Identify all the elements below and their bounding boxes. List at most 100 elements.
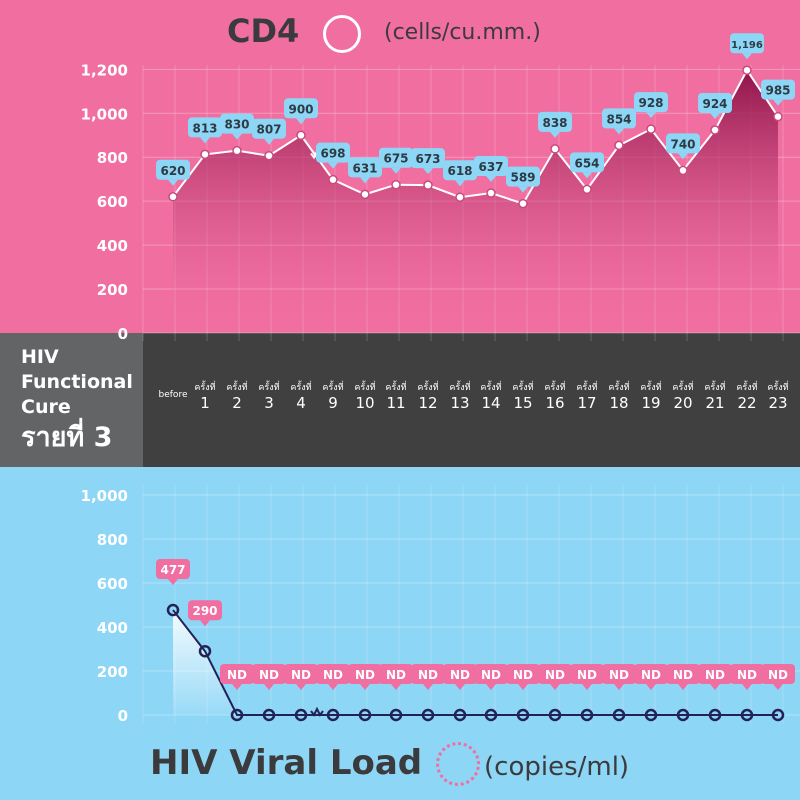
data-label-bg (538, 111, 572, 132)
x-tick-label: ครั้งที่ 16 (538, 380, 572, 412)
data-point (580, 708, 594, 722)
data-label: 290 (188, 600, 222, 627)
data-label-pointer (614, 684, 624, 690)
data-point (771, 708, 785, 722)
data-label-text: ND (323, 668, 343, 682)
data-label-text: 985 (765, 84, 790, 98)
x-tick-label: ครั้งที่ 23 (761, 380, 795, 412)
data-label-bg (506, 664, 540, 684)
data-point (198, 644, 212, 658)
data-label-text: 1,196 (731, 40, 763, 51)
data-label-bg (252, 664, 286, 684)
data-label-text: 924 (702, 97, 727, 111)
data-label-pointer (455, 180, 465, 187)
x-tick-number: 1 (200, 394, 210, 412)
y-tick-label: 1,000 (81, 105, 128, 123)
data-label-text: 290 (192, 604, 217, 618)
x-tick-label: ครั้งที่ 17 (570, 380, 604, 412)
data-point (453, 708, 467, 722)
viral-load-title: HIV Viral Load (150, 743, 423, 783)
data-label-pointer (232, 133, 242, 140)
data-label-text: 928 (638, 96, 663, 110)
data-point (389, 708, 403, 722)
data-point (518, 198, 528, 209)
data-label: 928 (634, 92, 668, 119)
x-tick-label: ครั้งที่ 13 (443, 380, 477, 412)
data-label-bg (252, 118, 286, 139)
case-number: รายที่ 3 (21, 422, 113, 453)
data-label-pointer (486, 684, 496, 690)
y-tick-label: 0 (118, 707, 128, 725)
data-point (455, 192, 465, 202)
data-label-text: 900 (288, 102, 313, 116)
data-label-bg (156, 559, 190, 580)
data-label-text: ND (737, 668, 757, 682)
data-label-pointer (168, 579, 178, 586)
x-tick-label: ครั้งที่ 22 (730, 380, 764, 412)
x-tick-number: 18 (609, 394, 629, 412)
data-label-pointer (264, 684, 274, 690)
data-label-bg (284, 664, 318, 684)
data-label-pointer (582, 172, 592, 179)
data-label-bg (348, 664, 382, 684)
data-label-text: ND (673, 668, 693, 682)
data-point (612, 708, 626, 722)
data-label-text: 631 (352, 161, 377, 175)
data-label-text: ND (768, 668, 788, 682)
data-point (421, 708, 435, 722)
x-tick-prefix: ครั้งที่ (385, 383, 407, 393)
data-label-bg (761, 664, 795, 684)
data-label-pointer (328, 162, 338, 169)
data-label-pointer (742, 684, 752, 690)
data-label-text: ND (577, 668, 597, 682)
data-label: ND (443, 664, 477, 690)
data-label: ND (634, 664, 668, 690)
data-label-bg (379, 147, 413, 168)
data-label-bg (156, 159, 190, 180)
x-tick-prefix: ครั้งที่ (544, 383, 566, 393)
x-tick-number: 11 (386, 394, 406, 412)
data-label-pointer (678, 684, 688, 690)
x-tick-label: ครั้งที่ 12 (411, 380, 445, 412)
data-point (550, 144, 560, 154)
data-label-text: ND (641, 668, 661, 682)
data-label-bg (698, 664, 732, 684)
x-tick-prefix: ครั้งที่ (449, 383, 471, 393)
x-tick-prefix: ครั้งที่ (736, 383, 758, 393)
data-point (740, 708, 754, 722)
data-label: ND (538, 664, 572, 690)
data-label-pointer (360, 177, 370, 184)
data-label: 924 (698, 92, 732, 119)
y-tick-label: 600 (97, 193, 128, 211)
data-point (484, 708, 498, 722)
data-label-pointer (710, 112, 720, 119)
data-label-text: ND (481, 668, 501, 682)
data-label: 620 (156, 159, 190, 186)
x-tick-number: 9 (328, 394, 338, 412)
y-tick-label: 200 (97, 281, 128, 299)
x-tick-label: ครั้งที่ 14 (474, 380, 508, 412)
data-point (614, 140, 624, 151)
data-label-pointer (423, 684, 433, 690)
cd4-unit: (cells/cu.mm.) (384, 20, 541, 45)
y-tick-label: 600 (97, 575, 128, 593)
data-label-text: 618 (447, 164, 472, 178)
data-point (516, 708, 530, 722)
data-label: 698 (316, 142, 350, 169)
data-label-bg (698, 92, 732, 113)
data-label-bg (443, 664, 477, 684)
data-label-bg (220, 113, 254, 134)
y-tick-label: 400 (97, 619, 128, 637)
data-label-text: ND (355, 668, 375, 682)
data-point (678, 165, 688, 176)
x-tick-number: 22 (737, 394, 757, 412)
data-label-pointer (518, 186, 528, 193)
data-label-bg (316, 142, 350, 163)
data-label-text: ND (513, 668, 533, 682)
data-label-text: 477 (160, 563, 185, 577)
x-tick-number: 4 (296, 394, 306, 412)
data-point (360, 189, 370, 200)
data-label-text: 740 (670, 137, 695, 151)
y-tick-label: 400 (97, 237, 128, 255)
